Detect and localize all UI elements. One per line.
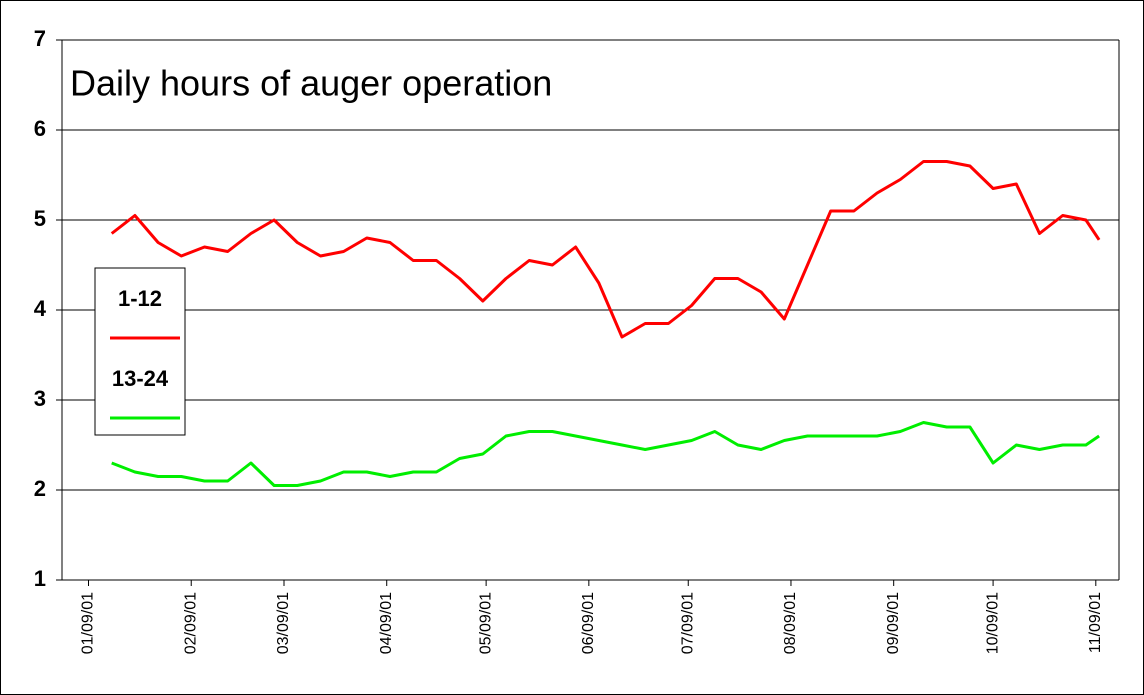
x-tick-label: 08/09/01 <box>782 592 799 654</box>
legend-box <box>94 267 186 436</box>
series-line <box>110 160 1101 339</box>
x-tick-label: 11/09/01 <box>1087 592 1104 653</box>
x-tick-label: 03/09/01 <box>275 592 292 654</box>
y-tick-label: 3 <box>34 386 46 411</box>
y-tick-label: 2 <box>34 476 46 501</box>
x-tick-label: 02/09/01 <box>182 592 199 654</box>
y-tick-label: 6 <box>34 116 46 141</box>
legend-label: 13-24 <box>112 366 169 391</box>
x-tick-label: 05/09/01 <box>477 592 494 654</box>
series-line <box>111 421 1100 487</box>
x-tick-label: 04/09/01 <box>378 592 395 654</box>
y-tick-label: 7 <box>34 26 46 51</box>
legend-label: 1-12 <box>118 286 162 311</box>
chart-title: Daily hours of auger operation <box>70 63 552 104</box>
x-tick-label: 10/09/01 <box>984 592 1001 654</box>
x-tick-label: 06/09/01 <box>580 592 597 654</box>
y-tick-label: 4 <box>34 296 47 321</box>
y-tick-label: 5 <box>34 206 46 231</box>
x-tick-label: 01/09/01 <box>80 592 97 654</box>
x-tick-label: 07/09/01 <box>679 592 696 654</box>
x-tick-label: 09/09/01 <box>885 592 902 654</box>
y-tick-label: 1 <box>34 566 46 591</box>
